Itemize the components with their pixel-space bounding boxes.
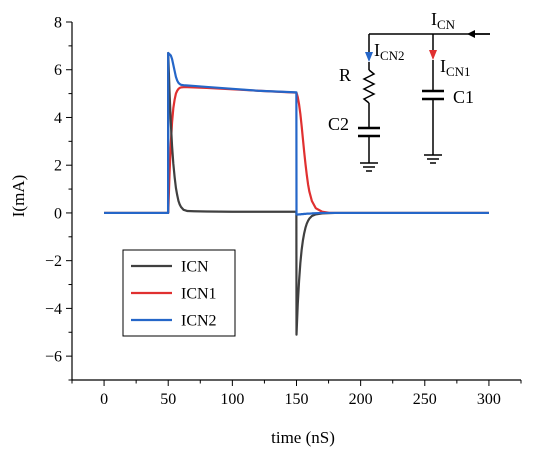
series-lines <box>104 51 489 336</box>
x-tick-label: 300 <box>477 391 501 408</box>
icn2-arrowhead <box>365 52 373 62</box>
y-tick-label: 6 <box>54 62 62 79</box>
y-tick-label: 4 <box>54 110 62 127</box>
label-c2: C2 <box>328 114 349 134</box>
label-icn: ICN <box>431 9 456 32</box>
label-r: R <box>339 65 351 85</box>
x-tick-label: 150 <box>285 391 309 408</box>
series-line-icn2 <box>104 51 489 216</box>
y-tick-label: 0 <box>54 205 62 222</box>
x-tick-label: 100 <box>220 391 244 408</box>
y-tick-label: −2 <box>45 253 62 270</box>
icn1-arrowhead <box>429 50 437 60</box>
x-tick-label: 0 <box>100 391 108 408</box>
legend-label-icn1: ICN1 <box>181 286 217 303</box>
x-tick-label: 200 <box>349 391 373 408</box>
y-tick-label: −6 <box>45 349 62 366</box>
legend-label-icn2: ICN2 <box>181 313 217 330</box>
legend-label-icn: ICN <box>181 259 209 276</box>
x-tick-label: 250 <box>413 391 437 408</box>
legend: ICN ICN1 ICN2 <box>122 249 236 337</box>
circuit-diagram <box>358 30 490 172</box>
circuit-entry-arrowhead <box>467 30 475 38</box>
y-tick-label: 8 <box>54 15 62 32</box>
y-axis-title: I(mA) <box>9 175 28 217</box>
y-tick-label: 2 <box>54 158 62 175</box>
y-tick-label: −4 <box>45 301 62 318</box>
x-tick-label: 50 <box>160 391 176 408</box>
label-icn1: ICN1 <box>440 56 471 79</box>
resistor-r <box>362 69 376 104</box>
label-c1: C1 <box>453 87 474 107</box>
label-icn2: ICN2 <box>374 40 405 63</box>
x-axis-title: time (nS) <box>271 428 335 447</box>
ticks: 0 50 100 150 200 250 300 −6 −4 −2 0 2 4 6 8 <box>45 15 522 408</box>
